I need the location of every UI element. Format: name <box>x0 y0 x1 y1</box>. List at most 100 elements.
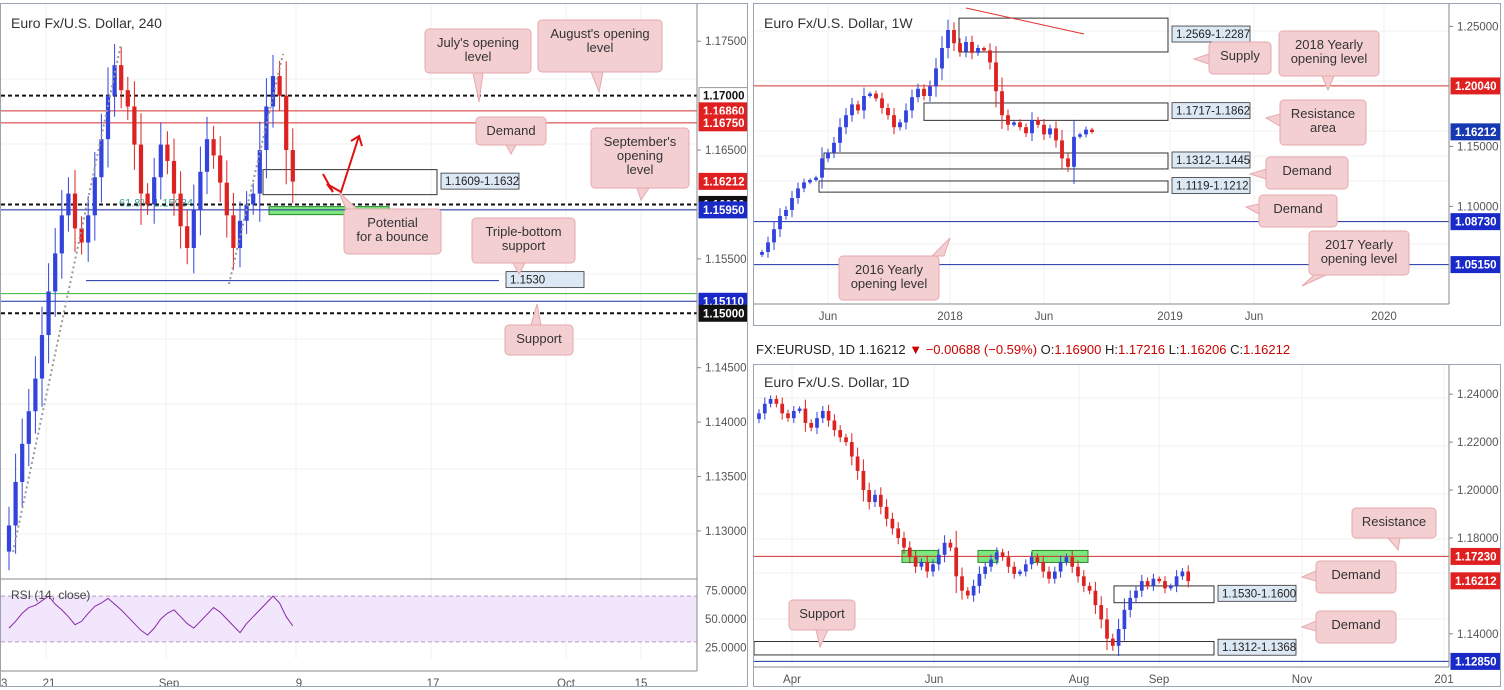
h4-candle-body <box>53 253 58 292</box>
daily-x-tick-label: Apr <box>783 674 801 686</box>
h4-callout-bounce-line1: for a bounce <box>356 229 428 244</box>
weekly-trendline <box>965 7 1085 35</box>
weekly-y-tick-label: 1.15000 <box>1457 141 1499 153</box>
h4-candle-body <box>185 226 190 248</box>
daily-price-tag-bg <box>1450 547 1500 565</box>
weekly-callout-demand-1-tail <box>1248 168 1267 180</box>
weekly-candle-body <box>1042 124 1046 135</box>
h4-callout-demand-tail <box>505 144 517 156</box>
daily-candle-body <box>902 537 906 548</box>
daily-candle-body <box>1018 571 1022 574</box>
weekly-candle-body <box>1024 127 1028 134</box>
weekly-candle-body <box>772 229 776 243</box>
high-value: 1.17216 <box>1118 342 1166 357</box>
weekly-callout-demand-2-tail <box>1244 203 1260 215</box>
weekly-candle-body <box>940 48 944 69</box>
weekly-candle-body <box>760 252 764 255</box>
h4-y-tick-label: 1.13500 <box>705 472 747 484</box>
weekly-candle-body <box>958 43 962 52</box>
daily-candle-body <box>1157 578 1162 582</box>
h4-rsi-tick: 50.0000 <box>705 614 747 626</box>
daily-candle-body <box>1047 571 1051 579</box>
weekly-zone-box <box>923 102 1169 121</box>
h4-callout-july-line0: July's opening <box>437 35 519 50</box>
daily-candle-body <box>942 542 947 555</box>
h4-callout-september-line1: opening <box>617 148 663 163</box>
h4-callout-triple-bottom-line1: support <box>502 238 546 253</box>
daily-candle-body <box>960 576 964 591</box>
weekly-candle-body <box>832 142 836 153</box>
weekly-zone-label-bg <box>1171 102 1251 120</box>
h4-chart-title: Euro Fx/U.S. Dollar, 240 <box>11 15 162 31</box>
daily-candle-body <box>931 564 935 572</box>
daily-candle-body <box>809 422 814 428</box>
h4-y-tick-label: 1.15500 <box>705 254 747 266</box>
price-change: −0.00688 (−0.59%) <box>925 342 1038 357</box>
h4-callout-july-line1: level <box>465 49 492 64</box>
h4-candle-body <box>105 95 111 140</box>
h4-trendline-right <box>228 53 284 285</box>
h4-price-tag: 1.15000 <box>703 308 745 320</box>
daily-candle-body <box>1105 619 1109 639</box>
daily-candle-body <box>803 408 808 423</box>
weekly-candle-body <box>802 182 806 189</box>
h4-callout-september-tail <box>636 187 650 202</box>
daily-y-tick-label: 1.14000 <box>1457 629 1499 641</box>
h4-rsi-line <box>8 595 294 636</box>
h4-callout-support-tail <box>530 303 542 326</box>
weekly-price-tag-bg <box>1450 213 1500 231</box>
daily-candle-body <box>983 566 988 574</box>
h4-candle-body <box>158 144 163 178</box>
h4-rsi-tick: 25.0000 <box>705 643 747 655</box>
h4-support-label-bg <box>505 271 585 289</box>
h4-y-tick-label: 1.17500 <box>705 36 747 48</box>
symbol-info-bar: FX:EURUSD, 1D 1.16212 ▼ −0.00688 (−0.59%… <box>756 342 1290 357</box>
weekly-candle-body <box>856 104 860 111</box>
weekly-candle-body <box>838 127 842 143</box>
h4-x-tick-label: 21 <box>43 678 56 687</box>
h4-bounce-arrow <box>322 135 360 194</box>
h4-candle-body <box>92 177 97 216</box>
weekly-candle-body <box>1048 128 1052 135</box>
weekly-y-tick-label: 1.25000 <box>1457 21 1499 33</box>
weekly-callout-2016-box <box>838 255 940 301</box>
h4-candle-body <box>165 144 170 161</box>
daily-candle-body <box>1012 566 1017 574</box>
h4-y-tick-label: 1.14000 <box>705 417 747 429</box>
weekly-candle-body <box>814 177 818 180</box>
h4-price-tag-bg <box>698 172 747 190</box>
daily-candle-body <box>925 561 930 572</box>
weekly-candle-body <box>844 115 848 128</box>
h4-y-tick-label: 1.16500 <box>705 145 747 157</box>
weekly-x-tick-label: 2019 <box>1157 311 1183 323</box>
daily-candle-body <box>849 442 854 457</box>
daily-candle-body <box>1000 552 1005 558</box>
daily-y-tick-label: 1.22000 <box>1457 437 1499 449</box>
daily-chart-title: Euro Fx/U.S. Dollar, 1D <box>764 374 910 390</box>
weekly-callout-demand-1-line0: Demand <box>1282 163 1331 178</box>
daily-candle-body <box>1186 571 1191 582</box>
h4-candle-body <box>79 228 84 243</box>
weekly-candle-body <box>1030 120 1034 134</box>
daily-candle-body <box>1110 638 1115 646</box>
h4-candle-body <box>86 215 91 243</box>
h4-candle-body <box>277 76 282 96</box>
h4-x-tick-label: Oct <box>557 678 576 687</box>
weekly-candle-body <box>826 152 830 159</box>
daily-candle-body <box>1081 576 1086 586</box>
daily-candle-body <box>919 561 924 567</box>
daily-chart-svg: 1.1530-1.1600 1.1312-1.1368 1.24000 1.2200… <box>754 365 1500 686</box>
weekly-candle-body <box>862 96 866 111</box>
h4-x-tick-label: 23 <box>1 678 7 687</box>
h4-callout-july-tail <box>472 72 484 103</box>
weekly-candle-body <box>988 50 992 63</box>
h4-chart-panel: 1.1609-1.1632 61.8% 1.15934 1.1530 RSI (1… <box>0 3 748 687</box>
h4-x-tick-label: 17 <box>427 678 440 687</box>
weekly-zone-label-bg <box>1171 151 1251 169</box>
h4-candle-body <box>204 139 210 172</box>
close-value: 1.16212 <box>1243 342 1291 357</box>
daily-candle-body <box>1093 590 1098 606</box>
h4-candle-body <box>39 335 45 379</box>
open-value: 1.16900 <box>1054 342 1102 357</box>
daily-candle-body <box>1058 561 1063 572</box>
